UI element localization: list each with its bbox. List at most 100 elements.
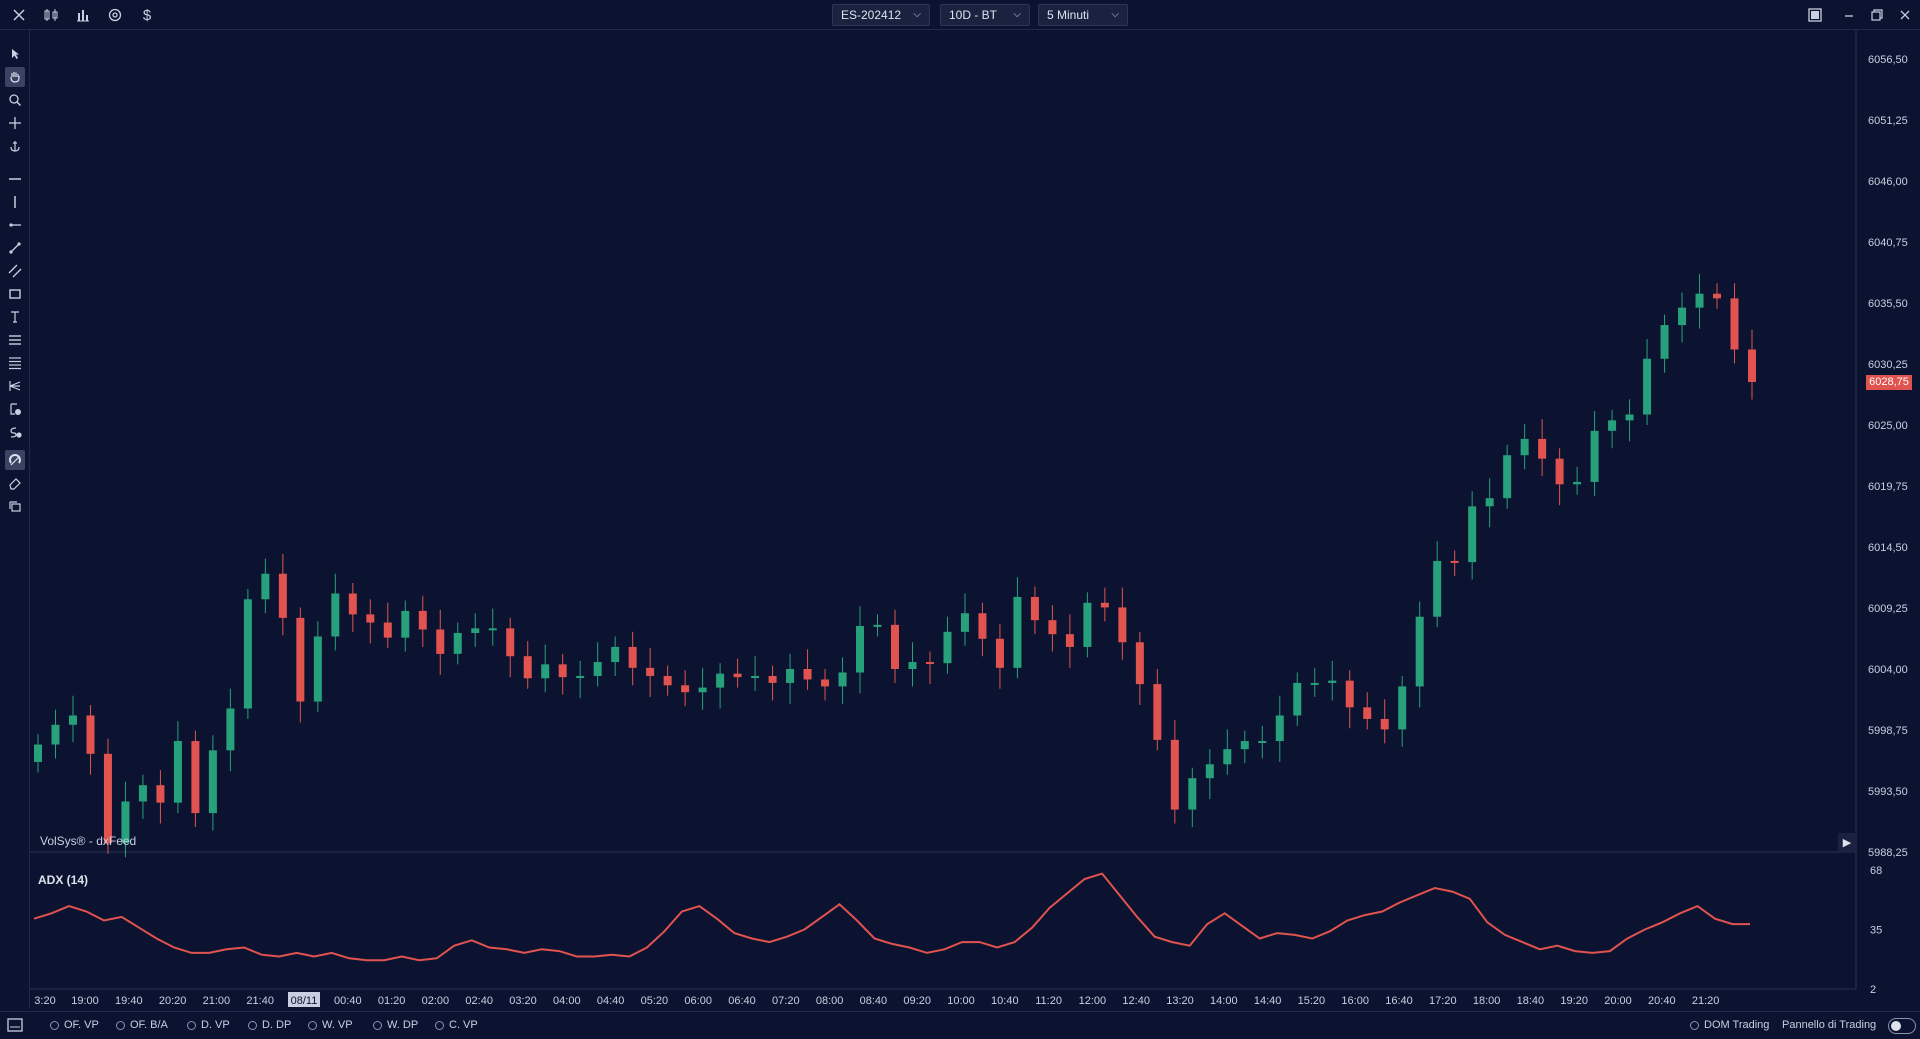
candle (1188, 767, 1197, 828)
radio-icon (435, 1020, 444, 1030)
radio-icon (308, 1020, 317, 1030)
date-marker (288, 992, 320, 1007)
candle (1625, 399, 1634, 442)
candle-body (278, 573, 287, 618)
current-price-badge: 6028,75 (1866, 375, 1912, 390)
candle (1293, 672, 1302, 726)
candle-body (1030, 596, 1039, 621)
candle (1083, 592, 1092, 658)
candle (68, 695, 77, 743)
pitchfork-icon[interactable] (5, 376, 25, 396)
candle (698, 667, 707, 710)
vertical-line-icon[interactable] (5, 192, 25, 212)
candle-body (891, 624, 899, 669)
candle-body (1730, 298, 1739, 350)
crosshair-icon[interactable] (5, 113, 25, 133)
channel-icon[interactable] (5, 261, 25, 281)
settings-icon[interactable] (104, 5, 126, 25)
zoom-icon[interactable] (5, 90, 25, 110)
ray-icon[interactable] (5, 215, 25, 235)
radio-icon (373, 1020, 382, 1030)
candle-body (1678, 307, 1687, 326)
candle (1030, 586, 1039, 635)
dom-trading-option[interactable]: DOM Trading (1690, 1019, 1769, 1031)
candle-body (768, 675, 777, 683)
footer-item-of-vp[interactable]: OF. VP (50, 1019, 99, 1031)
eraser-icon[interactable] (5, 473, 25, 493)
fib-levels-icon[interactable] (5, 330, 25, 350)
time-note-icon[interactable] (5, 422, 25, 442)
candle-body (1258, 741, 1267, 744)
candle-body (646, 667, 655, 676)
candle (1608, 409, 1617, 449)
close-window-icon[interactable] (1894, 5, 1916, 25)
rectangle-icon[interactable] (5, 284, 25, 304)
candle (1258, 725, 1267, 759)
candle-body (401, 610, 410, 638)
time-axis: 3:20 19:00 19:40 20:20 21:00 21:40 08/11 00:40 0… (34, 992, 1719, 1007)
candle-body (838, 672, 847, 687)
candle (1555, 448, 1564, 506)
candle (576, 660, 585, 699)
bar-chart-icon[interactable] (72, 5, 94, 25)
candle-body (576, 675, 585, 678)
candle (1240, 730, 1249, 764)
timeframe-select[interactable]: 5 Minuti ⌵ (1038, 4, 1128, 26)
dollar-icon[interactable]: $ (142, 6, 152, 24)
candle (1118, 587, 1127, 660)
magnet-icon[interactable] (5, 450, 25, 470)
candle-body (1275, 715, 1284, 742)
trading-panel-toggle[interactable] (1888, 1018, 1916, 1034)
candle (1538, 419, 1547, 477)
horizontal-line-icon[interactable] (5, 169, 25, 189)
time-tick-label: 12:40 (1122, 995, 1150, 1007)
candle (1643, 339, 1652, 425)
candle (1135, 631, 1144, 706)
candle (1660, 314, 1669, 373)
panel-toggle-icon[interactable] (4, 1015, 26, 1035)
footer-item-w-dp[interactable]: W. DP (373, 1019, 418, 1031)
candle (173, 721, 182, 814)
footer-item-d-vp[interactable]: D. VP (187, 1019, 230, 1031)
candle-body (418, 610, 427, 630)
candle (261, 558, 270, 614)
chart-canvas[interactable]: 6056,50 6051,25 6046,00 6040,75 6035,50 6030,… (0, 0, 1920, 1011)
candle-body (261, 573, 270, 600)
trend-line-icon[interactable] (5, 238, 25, 258)
candle (348, 583, 357, 632)
minimize-icon[interactable] (1838, 5, 1860, 25)
time-tick-label: 10:00 (947, 995, 975, 1007)
anchor-icon[interactable] (5, 136, 25, 156)
restore-icon[interactable] (1866, 5, 1888, 25)
candles-icon[interactable] (40, 5, 62, 25)
candle (226, 688, 235, 772)
candle-body (593, 662, 602, 676)
range-select[interactable]: 10D - BT ⌵ (940, 4, 1030, 26)
price-note-icon[interactable] (5, 399, 25, 419)
hand-icon[interactable] (5, 67, 25, 87)
candle (768, 665, 777, 701)
candle (1433, 541, 1442, 628)
candle-body (366, 614, 375, 623)
maximize-panel-icon[interactable] (1804, 5, 1826, 25)
time-tick-label: 3:20 (34, 995, 55, 1007)
time-tick-label: 11:20 (1035, 995, 1062, 1007)
footer-item-c-vp[interactable]: C. VP (435, 1019, 478, 1031)
candle (925, 651, 934, 685)
footer-item-of-ba[interactable]: OF. B/A (116, 1019, 168, 1031)
drawing-toolbar (0, 30, 30, 1009)
footer-item-d-dp[interactable]: D. DP (248, 1019, 291, 1031)
close-icon[interactable] (8, 5, 30, 25)
candle (103, 738, 112, 854)
play-icon[interactable]: ▶ (1838, 833, 1856, 851)
price-tick-label: 6014,50 (1868, 542, 1908, 554)
footer-item-w-vp[interactable]: W. VP (308, 1019, 353, 1031)
lines-list-icon[interactable] (5, 353, 25, 373)
candle (51, 709, 60, 759)
symbol-select[interactable]: ES-202412 ⌵ (832, 4, 930, 26)
layers-icon[interactable] (5, 496, 25, 516)
candle-body (541, 664, 550, 679)
text-icon[interactable] (5, 307, 25, 327)
candle-body (1643, 358, 1652, 415)
cursor-icon[interactable] (5, 44, 25, 64)
